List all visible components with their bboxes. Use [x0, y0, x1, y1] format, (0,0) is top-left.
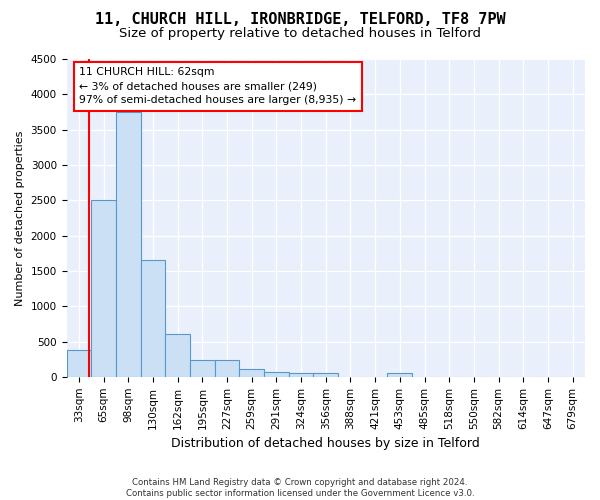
- Bar: [91, 200, 116, 377]
- Text: Contains HM Land Registry data © Crown copyright and database right 2024.
Contai: Contains HM Land Registry data © Crown c…: [125, 478, 475, 498]
- Bar: [165, 334, 190, 377]
- Text: Size of property relative to detached houses in Telford: Size of property relative to detached ho…: [119, 28, 481, 40]
- Bar: [215, 360, 239, 377]
- Bar: [239, 369, 264, 377]
- Bar: [313, 372, 338, 377]
- Bar: [289, 372, 313, 377]
- Bar: [388, 372, 412, 377]
- Y-axis label: Number of detached properties: Number of detached properties: [15, 130, 25, 306]
- Bar: [140, 260, 165, 377]
- Bar: [190, 360, 215, 377]
- Text: 11 CHURCH HILL: 62sqm
← 3% of detached houses are smaller (249)
97% of semi-deta: 11 CHURCH HILL: 62sqm ← 3% of detached h…: [79, 68, 356, 106]
- Bar: [264, 372, 289, 377]
- Text: 11, CHURCH HILL, IRONBRIDGE, TELFORD, TF8 7PW: 11, CHURCH HILL, IRONBRIDGE, TELFORD, TF…: [95, 12, 505, 28]
- Bar: [67, 350, 91, 377]
- Bar: [116, 112, 140, 377]
- X-axis label: Distribution of detached houses by size in Telford: Distribution of detached houses by size …: [172, 437, 480, 450]
